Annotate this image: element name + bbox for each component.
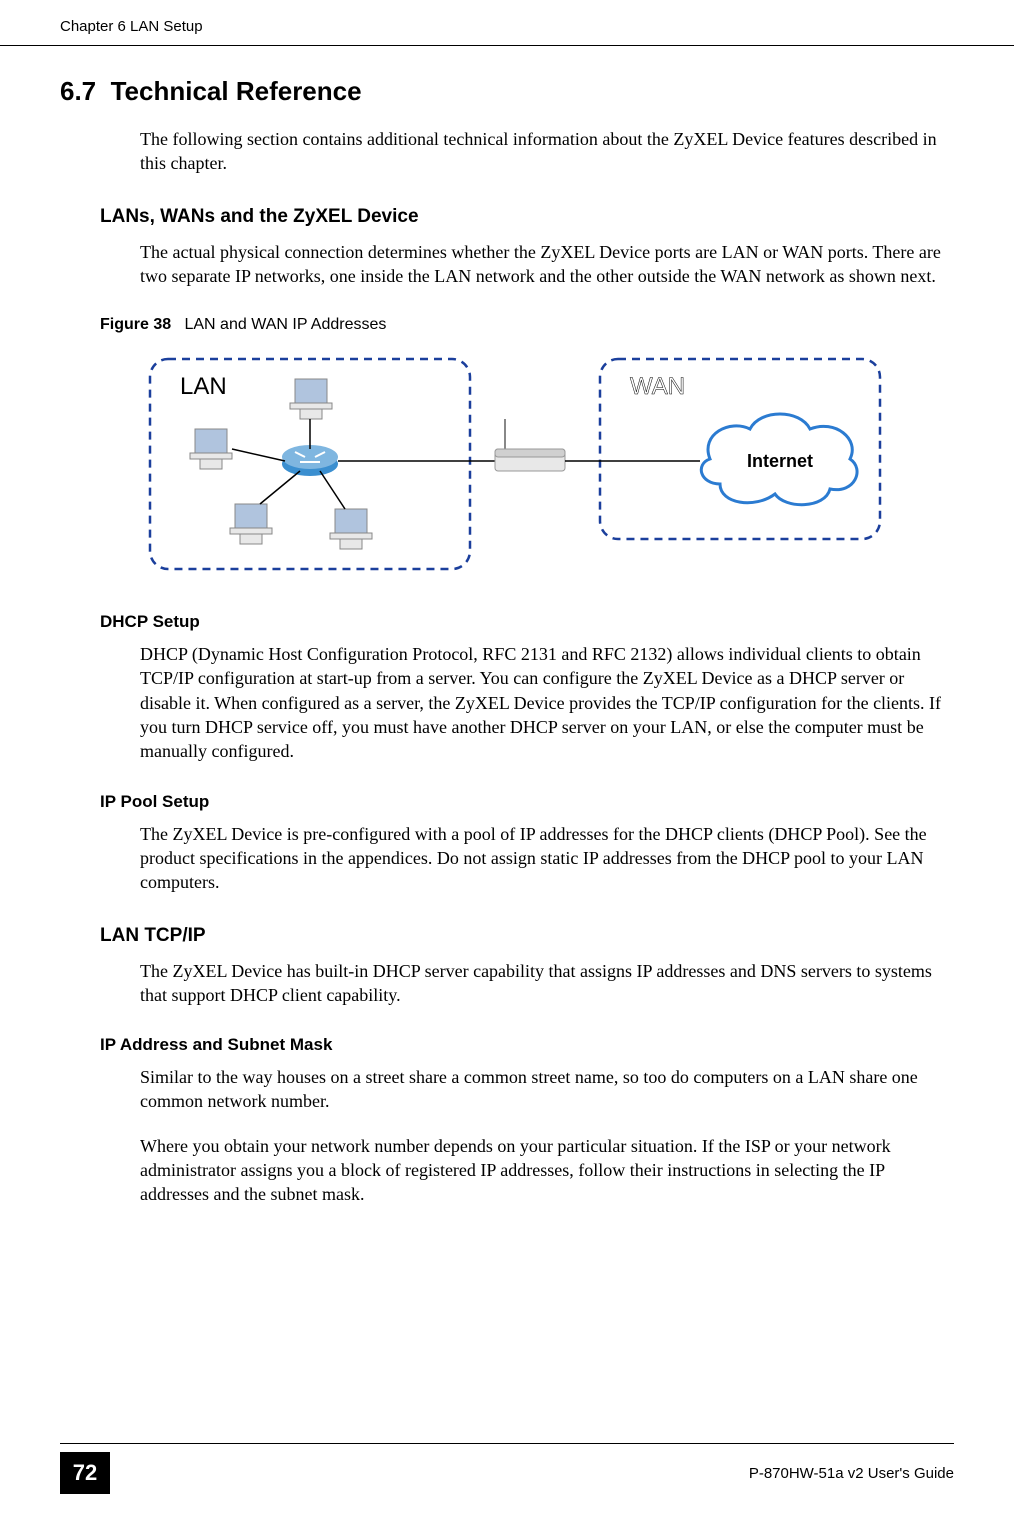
section-heading: 6.7 Technical Reference <box>0 76 1014 127</box>
chapter-label: Chapter 6 LAN Setup <box>60 18 203 35</box>
lantcp-text: The ZyXEL Device has built-in DHCP serve… <box>0 959 1014 1028</box>
network-diagram-svg: LAN WAN <box>140 349 890 579</box>
page-number: 72 <box>60 1452 110 1494</box>
page-footer: 72 P-870HW-51a v2 User's Guide <box>0 1443 1014 1494</box>
section-intro: The following section contains additiona… <box>0 127 1014 196</box>
footer-content: 72 P-870HW-51a v2 User's Guide <box>60 1452 954 1494</box>
guide-name: P-870HW-51a v2 User's Guide <box>749 1465 954 1482</box>
figure38-caption: Figure 38 LAN and WAN IP Addresses <box>0 308 1014 344</box>
ipsubnet-text1: Similar to the way houses on a street sh… <box>0 1065 1014 1134</box>
link-left <box>232 449 285 461</box>
lantcp-title: LAN TCP/IP <box>0 915 1014 959</box>
link-bottomleft <box>260 471 300 504</box>
pc-icon-bottomleft <box>230 504 272 544</box>
pc-icon-top <box>290 379 332 419</box>
footer-divider <box>60 1443 954 1444</box>
figure38-diagram: LAN WAN <box>0 344 1014 604</box>
zyxel-device-icon <box>495 419 565 471</box>
internet-label: Internet <box>747 451 813 471</box>
link-bottomright <box>320 471 345 509</box>
figure38-caption-text: LAN and WAN IP Addresses <box>184 316 386 333</box>
section-number: 6.7 <box>60 76 96 106</box>
wan-label: WAN <box>630 373 685 400</box>
ipsubnet-text2: Where you obtain your network number dep… <box>0 1134 1014 1227</box>
page-header: Chapter 6 LAN Setup <box>0 0 1014 46</box>
pc-icon-left <box>190 429 232 469</box>
dhcp-setup-text: DHCP (Dynamic Host Configuration Protoco… <box>0 642 1014 783</box>
pc-icon-bottomright <box>330 509 372 549</box>
router-icon <box>282 445 338 476</box>
ippool-text: The ZyXEL Device is pre-configured with … <box>0 822 1014 915</box>
section-title: Technical Reference <box>111 76 362 106</box>
figure38-label: Figure 38 <box>100 316 171 333</box>
ipsubnet-title: IP Address and Subnet Mask <box>0 1027 1014 1065</box>
dhcp-setup-title: DHCP Setup <box>0 604 1014 642</box>
lan-label: LAN <box>180 373 227 400</box>
subsection-lans-wans-title: LANs, WANs and the ZyXEL Device <box>0 196 1014 240</box>
subsection-lans-wans-text: The actual physical connection determine… <box>0 240 1014 309</box>
ippool-title: IP Pool Setup <box>0 784 1014 822</box>
internet-cloud-icon: Internet <box>701 414 857 505</box>
